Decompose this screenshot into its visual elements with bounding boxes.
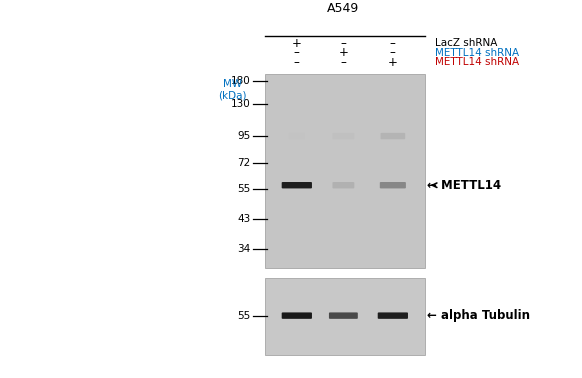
Bar <box>265 278 425 355</box>
Text: 43: 43 <box>237 214 250 224</box>
Text: 55: 55 <box>237 184 250 194</box>
FancyBboxPatch shape <box>332 182 354 189</box>
Text: –: – <box>340 56 346 69</box>
FancyBboxPatch shape <box>329 312 358 319</box>
FancyBboxPatch shape <box>282 182 312 189</box>
Text: 34: 34 <box>237 245 250 254</box>
Text: METTL14 shRNA: METTL14 shRNA <box>435 57 520 67</box>
FancyBboxPatch shape <box>282 312 312 319</box>
Text: 55: 55 <box>237 311 250 321</box>
Text: 95: 95 <box>237 131 250 141</box>
FancyBboxPatch shape <box>332 133 354 139</box>
Text: –: – <box>294 56 300 69</box>
Text: A549: A549 <box>327 2 360 15</box>
Text: 72: 72 <box>237 158 250 167</box>
Text: +: + <box>388 56 398 69</box>
Text: –: – <box>294 46 300 59</box>
Text: 180: 180 <box>230 76 250 86</box>
Text: MW
(kDa): MW (kDa) <box>219 79 247 101</box>
Bar <box>265 74 425 268</box>
FancyBboxPatch shape <box>378 312 408 319</box>
Text: ← alpha Tubulin: ← alpha Tubulin <box>427 309 530 322</box>
FancyBboxPatch shape <box>289 133 305 139</box>
FancyBboxPatch shape <box>380 182 406 189</box>
Text: +: + <box>339 46 348 59</box>
FancyBboxPatch shape <box>381 133 405 139</box>
Text: METTL14 shRNA: METTL14 shRNA <box>435 48 520 58</box>
Text: LacZ shRNA: LacZ shRNA <box>435 39 498 48</box>
Text: +: + <box>292 37 301 50</box>
Text: 130: 130 <box>230 99 250 109</box>
Text: –: – <box>390 46 396 59</box>
Text: –: – <box>390 37 396 50</box>
Text: ← METTL14: ← METTL14 <box>427 179 501 192</box>
Text: –: – <box>340 37 346 50</box>
